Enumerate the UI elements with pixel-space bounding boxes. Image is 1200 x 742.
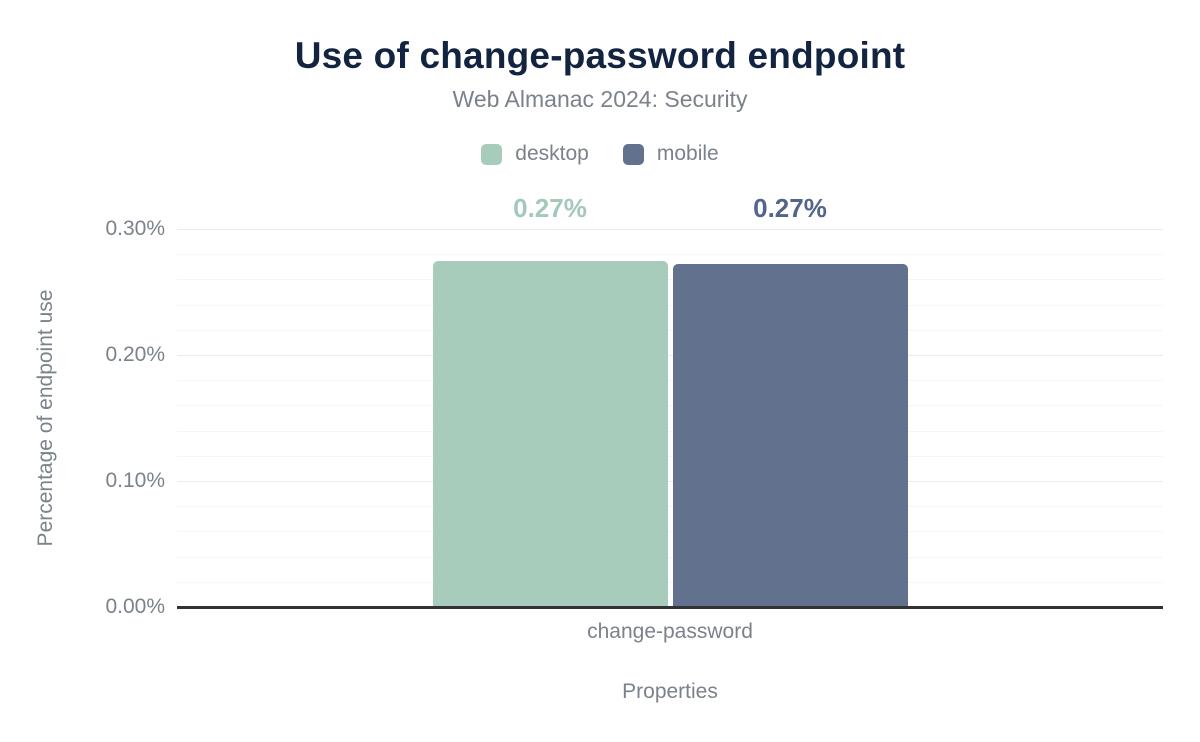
gridline — [177, 456, 1163, 457]
data-label-mobile: 0.27% — [753, 193, 827, 223]
bar-mobile — [672, 264, 908, 607]
chart-subtitle: Web Almanac 2024: Security — [452, 86, 748, 112]
gridline — [177, 380, 1163, 381]
legend-label-mobile: mobile — [656, 142, 719, 165]
mobile-series-swatch-icon — [622, 143, 644, 165]
x-axis-title: Properties — [622, 680, 718, 703]
legend-label-desktop: desktop — [515, 142, 589, 165]
data-label-desktop: 0.27% — [513, 193, 587, 223]
y-tick-label: 0.00% — [105, 595, 165, 618]
y-axis-title: Percentage of endpoint use — [34, 289, 57, 547]
gridline — [177, 582, 1163, 583]
gridline — [177, 531, 1163, 532]
gridline — [177, 355, 1163, 356]
legend-item-mobile[interactable]: mobile — [622, 142, 719, 166]
y-tick-label: 0.10% — [105, 469, 165, 492]
gridline — [177, 481, 1163, 482]
gridline — [177, 405, 1163, 406]
gridline — [177, 431, 1163, 432]
gridline — [177, 330, 1163, 331]
bar-desktop — [432, 261, 668, 607]
gridline — [177, 254, 1163, 255]
desktop-series-swatch-icon — [481, 143, 503, 165]
gridline — [177, 279, 1163, 280]
x-axis-line — [177, 606, 1163, 609]
y-tick-label: 0.20% — [105, 343, 165, 366]
gridline — [177, 229, 1163, 230]
gridline — [177, 506, 1163, 507]
y-tick-label: 0.30% — [105, 217, 165, 240]
legend-item-desktop[interactable]: desktop — [481, 142, 589, 166]
gridline — [177, 557, 1163, 558]
chart-title: Use of change-password endpoint — [294, 35, 906, 76]
legend: desktop mobile — [0, 142, 1200, 166]
x-tick-label-change-password: change-password — [587, 620, 753, 643]
gridline — [177, 305, 1163, 306]
